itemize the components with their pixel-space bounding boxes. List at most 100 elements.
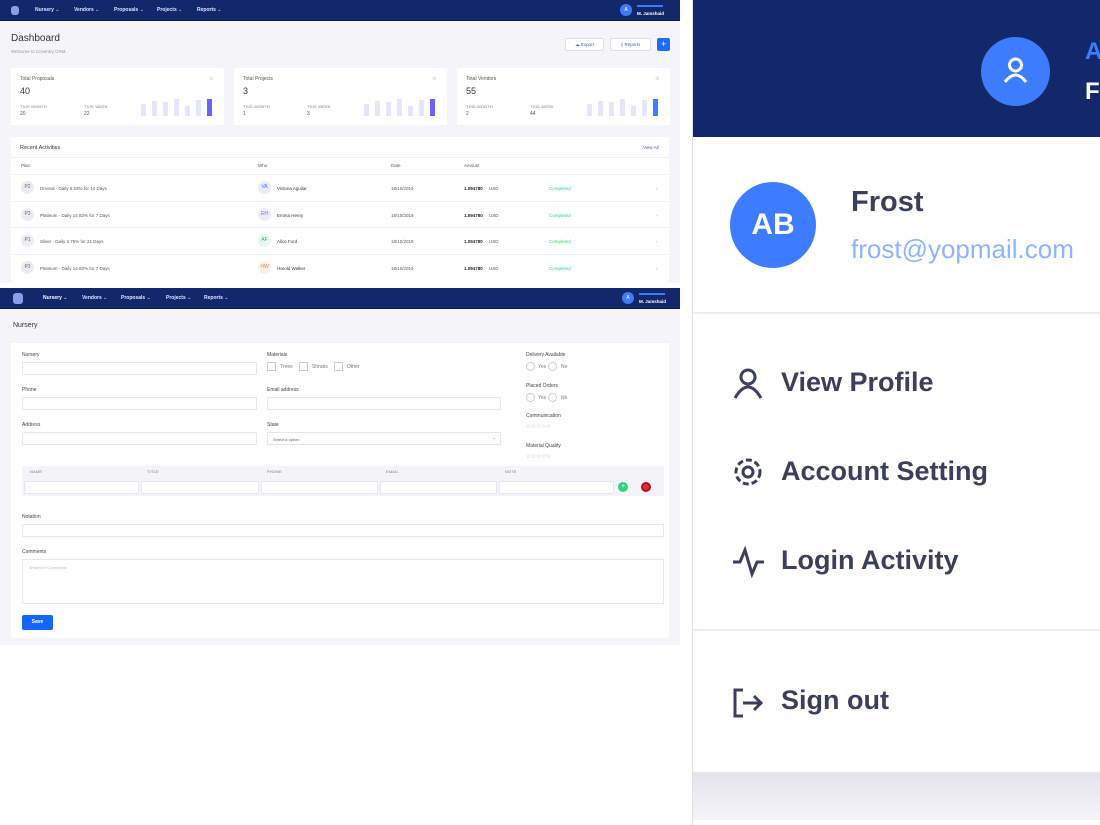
chevron-right-icon[interactable]: › [656,186,658,191]
nav-projects[interactable]: Projects [166,295,191,301]
address-input[interactable] [22,432,257,445]
nursery-input[interactable] [22,362,257,375]
nav-reports[interactable]: Reports [197,7,222,13]
delivery-yes-radio[interactable] [526,362,535,371]
who-avatar: VA [258,181,271,194]
quality-rating[interactable]: ☆☆☆☆☆ [526,454,551,460]
table-row[interactable]: P3 Platinum - Daily 14.82% for 7 Days HW… [11,254,669,280]
delivery-no-radio[interactable] [548,362,557,371]
contact-col-header: NOTE [505,470,517,474]
contact-phone-input[interactable] [261,481,378,494]
col-who: Who [258,163,268,168]
login-activity-label: Login Activity [781,545,959,575]
who-name: Alice Ford [277,239,298,245]
stat-value: 55 [466,86,477,96]
settings-icon[interactable]: ⚙ [432,76,437,82]
nav-vendors[interactable]: Vendors [82,295,107,301]
page-title: Dashboard [11,33,60,44]
divider [693,312,1100,314]
profile-dropdown: A F AB Frost frost@yopmail.com View Prof… [692,0,1100,825]
nav-nursery[interactable]: Nursery [43,295,68,301]
placed-no-radio[interactable] [548,393,557,402]
contact-name-input[interactable] [24,481,139,494]
shrubs-label: Shrubs [312,364,328,370]
header-avatar[interactable] [981,37,1050,106]
mini-bar [196,99,201,116]
user-name-menu[interactable]: M. Jamshaid [637,11,665,16]
logo-icon[interactable] [13,293,23,304]
placed-yes-radio[interactable] [526,393,535,402]
contact-col-header: NAME [30,470,43,474]
status-badge: Completed [549,212,571,218]
user-icon [1003,57,1028,83]
mini-bar [419,99,424,116]
nav-vendors[interactable]: Vendors [74,7,99,13]
logo-icon[interactable] [11,6,19,15]
user-name-menu[interactable]: M. Jamshaid [639,299,667,304]
user-avatar[interactable]: A [620,4,632,16]
table-row[interactable]: P3 Platinum - Daily 14.82% for 7 Days EH… [11,200,669,227]
nav-proposals[interactable]: Proposals [121,295,151,301]
mini-bar [587,104,592,116]
menu-account-setting[interactable]: Account Setting [693,444,1100,500]
settings-icon[interactable]: ⚙ [655,76,660,82]
delete-row-icon[interactable] [641,482,651,492]
amount: 1.094780 [464,266,483,272]
menu-login-activity[interactable]: Login Activity [693,533,1100,589]
stat-card: Total Projects ⚙ 3 THIS MONTH 1 THIS WEE… [234,68,447,125]
add-button[interactable]: + [657,38,670,51]
save-button[interactable]: Save [22,615,53,630]
notation-input[interactable] [22,524,664,537]
checkbox-shrubs[interactable] [299,362,308,371]
dropdown-footer [693,772,1100,820]
checkbox-trees[interactable] [267,362,276,371]
amount: 1.094780 [464,212,483,218]
phone-input[interactable] [22,397,257,410]
month-label: THIS MONTH [466,104,493,109]
table-row[interactable]: P2 Dmond - Daily 5.53% for 14 Days VA Vi… [11,174,669,200]
mini-bar [631,105,636,116]
chevron-right-icon[interactable]: › [656,266,658,272]
add-row-icon[interactable]: + [618,482,628,492]
chevron-right-icon[interactable]: › [656,239,658,245]
sign-out-icon [733,688,764,718]
contact-title-input[interactable] [141,481,259,494]
date: 18/10/2019 [391,212,414,218]
nav-projects[interactable]: Projects [157,7,182,13]
nav-reports[interactable]: Reports [204,295,229,301]
checkbox-other[interactable] [334,362,343,371]
currency: USD [489,212,499,218]
dashboard-page: Dashboard Welcome to Coventry CRM. ☁ Exp… [0,21,680,283]
contact-email-input[interactable] [380,481,497,494]
week-label: THIS WEEK [84,104,108,109]
top-nav-2: Nursery Vendors Proposals Projects Repor… [0,288,680,309]
nav-proposals[interactable]: Proposals [114,7,144,13]
stat-value: 3 [243,86,249,96]
state-label: State [267,422,279,428]
mini-bar [141,104,146,116]
nav-nursery[interactable]: Nursery [35,7,60,13]
chevron-right-icon[interactable]: › [656,212,658,218]
amount: 1.094780 [464,239,483,245]
col-plan: Plan [21,163,31,168]
who-avatar: EH [258,207,271,221]
export-button[interactable]: ☁ Export [565,38,604,51]
plan-text: Platinum - Daily 14.82% for 7 Days [40,212,110,218]
contact-col-header: EMAIL [386,470,399,474]
state-select[interactable]: Select a option ⌄ [267,432,501,445]
reports-button[interactable]: ▯ Reports [610,38,651,51]
contact-note-input[interactable] [499,481,614,494]
email-input[interactable] [267,397,501,410]
stat-title: Total Vendors [466,76,497,82]
communication-rating[interactable]: ☆☆☆☆☆ [526,424,551,430]
view-all-link[interactable]: View All [643,145,659,150]
page-title: Nursery [13,322,38,329]
table-row[interactable]: P1 Silver - Daily 4.75% for 21 Days AF A… [11,227,669,253]
settings-icon[interactable]: ⚙ [209,76,214,82]
sign-out-button[interactable]: Sign out [693,673,1100,729]
mini-bar [598,100,603,116]
chevron-down-icon: ⌄ [491,435,496,441]
user-avatar[interactable]: A [622,292,634,304]
comments-textarea[interactable]: Whatever Comments [22,559,664,604]
menu-view-profile[interactable]: View Profile [693,355,1100,411]
